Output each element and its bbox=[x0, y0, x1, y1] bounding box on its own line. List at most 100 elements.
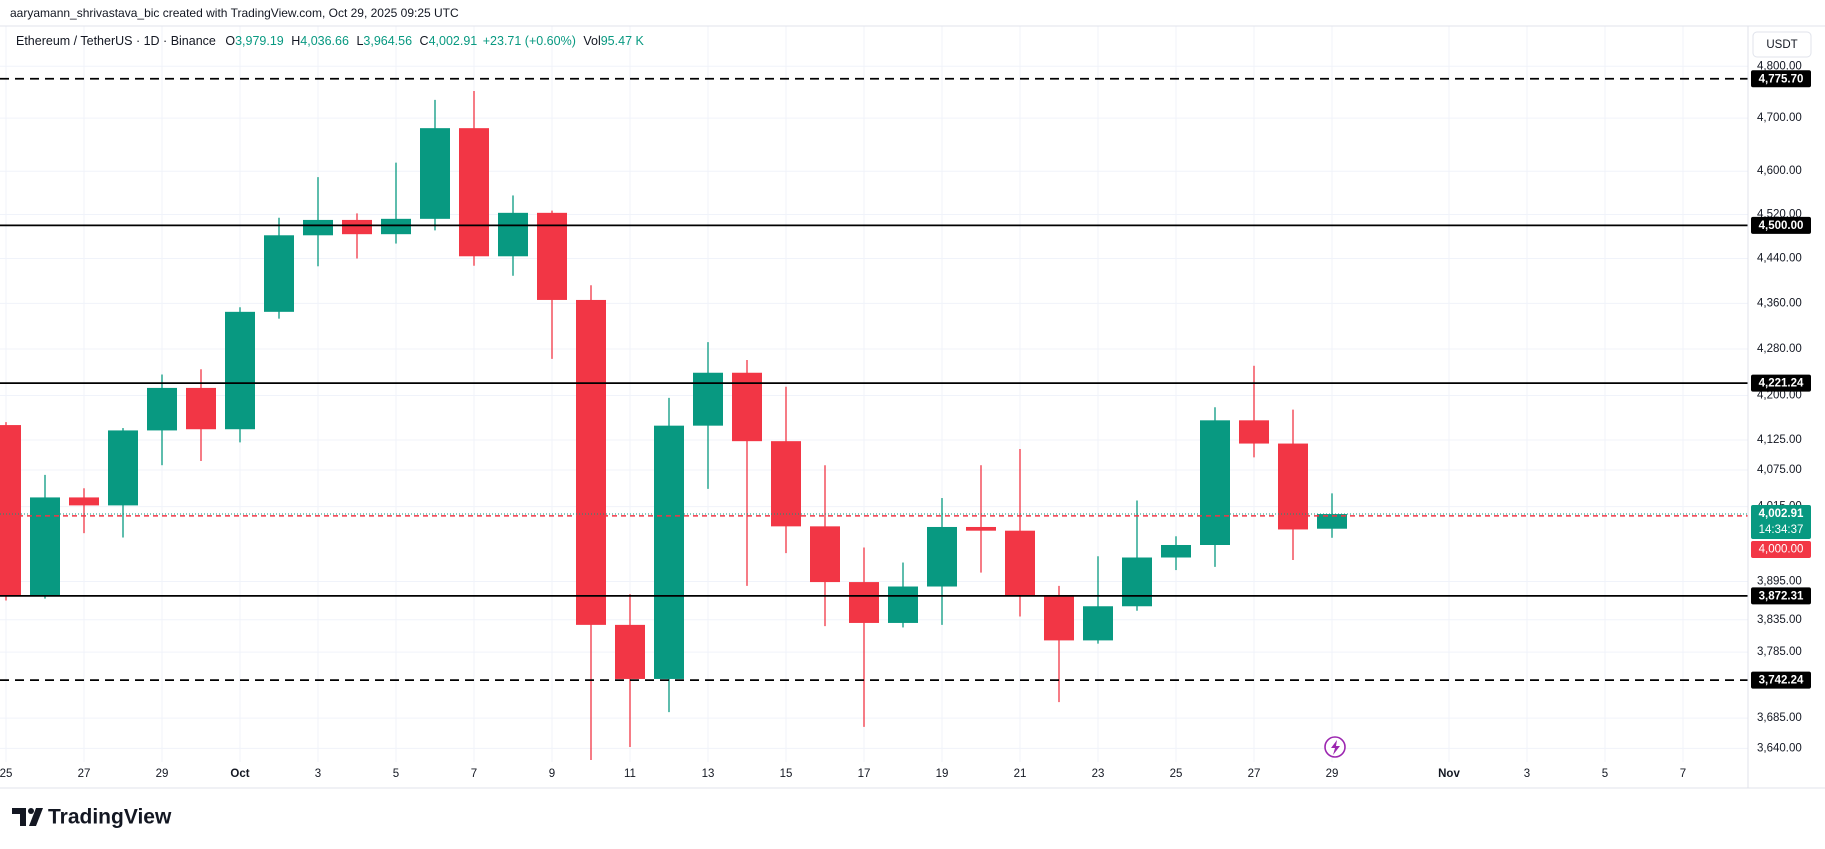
y-tick-label: 4,360.00 bbox=[1757, 297, 1802, 309]
candle-body bbox=[849, 582, 879, 623]
legend-value: 3,979.19 bbox=[235, 34, 284, 48]
x-tick-label: 27 bbox=[78, 768, 91, 780]
y-tick-label: 4,200.00 bbox=[1757, 390, 1802, 402]
candle-body bbox=[888, 586, 918, 623]
last-price-tag bbox=[1751, 505, 1811, 540]
candle-body bbox=[927, 526, 957, 587]
legend-value: 4,036.66 bbox=[300, 34, 349, 48]
y-tick-label: 4,125.00 bbox=[1757, 434, 1802, 446]
legend-label: C bbox=[420, 34, 429, 48]
y-tick-label: 4,440.00 bbox=[1757, 253, 1802, 265]
symbol: Ethereum / TetherUS · 1D · Binance bbox=[16, 34, 216, 48]
candle-body bbox=[303, 219, 333, 236]
legend-value: 4,002.91 bbox=[429, 34, 478, 48]
legend-label: Vol bbox=[583, 34, 600, 48]
x-tick-label: Oct bbox=[230, 768, 249, 780]
candle-body bbox=[1317, 514, 1347, 529]
candle-body bbox=[810, 526, 840, 583]
x-tick-label: 5 bbox=[1602, 768, 1608, 780]
candle-body bbox=[1083, 606, 1113, 641]
x-tick-label: 23 bbox=[1092, 768, 1105, 780]
candle-body bbox=[498, 212, 528, 257]
candle-body bbox=[1122, 557, 1152, 607]
candle-body bbox=[225, 311, 255, 430]
candle-body bbox=[1239, 420, 1269, 444]
y-tick-label: 4,600.00 bbox=[1757, 165, 1802, 177]
candle-body bbox=[966, 526, 996, 531]
candle-body bbox=[771, 441, 801, 527]
legend-label: O bbox=[225, 34, 235, 48]
candle-body bbox=[1044, 596, 1074, 641]
countdown: 14:34:37 bbox=[1759, 524, 1804, 536]
candle-body bbox=[30, 497, 60, 597]
candle-body bbox=[1161, 544, 1191, 558]
price-level-tag bbox=[1751, 374, 1811, 392]
legend-change: +23.71 (+0.60%) bbox=[483, 34, 576, 48]
x-tick-label: Nov bbox=[1438, 768, 1460, 780]
candle-body bbox=[654, 425, 684, 679]
x-tick-label: 9 bbox=[549, 768, 555, 780]
y-tick-label: 3,640.00 bbox=[1757, 742, 1802, 754]
candle-body bbox=[342, 219, 372, 235]
y-tick-label: 3,685.00 bbox=[1757, 712, 1802, 724]
x-tick-label: 27 bbox=[1248, 768, 1261, 780]
candle-body bbox=[0, 425, 21, 597]
y-tick-label: 4,280.00 bbox=[1757, 343, 1802, 355]
y-tick-label: 3,835.00 bbox=[1757, 614, 1802, 626]
candle-body bbox=[615, 624, 645, 679]
event-icon[interactable] bbox=[1324, 736, 1346, 758]
alert-tag bbox=[1751, 541, 1811, 559]
x-tick-label: 3 bbox=[315, 768, 321, 780]
x-tick-label: 25 bbox=[0, 768, 12, 780]
candle-body bbox=[1200, 420, 1230, 545]
candle-body bbox=[186, 387, 216, 430]
x-tick-label: 21 bbox=[1014, 768, 1027, 780]
x-tick-label: 25 bbox=[1170, 768, 1183, 780]
price-level-label: 3,742.24 bbox=[1759, 675, 1804, 687]
x-tick-label: 7 bbox=[1680, 768, 1686, 780]
price-level-label: 3,872.31 bbox=[1759, 590, 1804, 602]
credit: aaryamann_shrivastava_bic created with T… bbox=[10, 6, 459, 20]
axes: 4,800.004,700.004,600.004,520.004,440.00… bbox=[0, 60, 1811, 780]
currency-button[interactable] bbox=[1752, 31, 1812, 58]
brand: TradingView bbox=[48, 806, 172, 829]
candle-body bbox=[147, 387, 177, 431]
candle-body bbox=[459, 128, 489, 257]
price-level-tag bbox=[1751, 216, 1811, 234]
candle-body bbox=[108, 430, 138, 506]
x-tick-label: 29 bbox=[156, 768, 169, 780]
y-tick-label: 4,700.00 bbox=[1757, 112, 1802, 124]
price-level-tag bbox=[1751, 70, 1811, 88]
candle-body bbox=[420, 128, 450, 219]
legend: Ethereum / TetherUS · 1D · Binance O3,97… bbox=[16, 34, 644, 48]
candle-body bbox=[693, 372, 723, 426]
candle-body bbox=[264, 235, 294, 312]
plot-area bbox=[0, 77, 1748, 760]
x-tick-label: 19 bbox=[936, 768, 949, 780]
price-level-label: 4,500.00 bbox=[1759, 220, 1804, 232]
price-level-label: 4,221.24 bbox=[1759, 378, 1804, 390]
alert-label: 4,000.00 bbox=[1759, 544, 1804, 556]
x-tick-label: 15 bbox=[780, 768, 793, 780]
y-tick-label: 3,785.00 bbox=[1757, 646, 1802, 658]
legend-value: 95.47 K bbox=[601, 34, 645, 48]
x-tick-label: 5 bbox=[393, 768, 399, 780]
y-tick-label: 4,075.00 bbox=[1757, 464, 1802, 476]
x-tick-label: 7 bbox=[471, 768, 477, 780]
x-tick-label: 17 bbox=[858, 768, 871, 780]
price-level-label: 4,775.70 bbox=[1759, 73, 1804, 85]
currency[interactable]: USDT bbox=[1766, 39, 1797, 51]
x-tick-label: 11 bbox=[624, 768, 636, 780]
candle-body bbox=[576, 299, 606, 625]
y-tick-label: 4,800.00 bbox=[1757, 60, 1802, 72]
price-level-tag bbox=[1751, 671, 1811, 689]
candle-body bbox=[1278, 443, 1308, 530]
legend-value: 3,964.56 bbox=[363, 34, 412, 48]
candle-body bbox=[69, 497, 99, 506]
legend-label: L bbox=[356, 34, 363, 48]
last-price-label: 4,002.91 bbox=[1759, 508, 1804, 520]
x-tick-label: 13 bbox=[702, 768, 715, 780]
price-level-tag bbox=[1751, 587, 1811, 605]
